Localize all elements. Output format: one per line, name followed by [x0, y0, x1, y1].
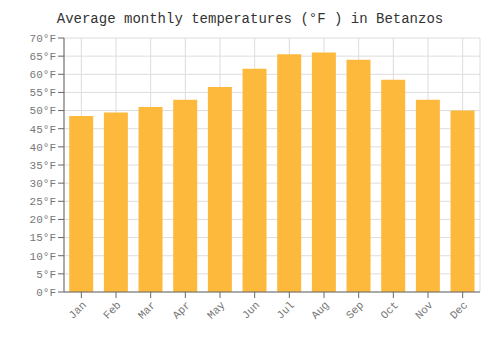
- svg-text:35°F: 35°F: [30, 160, 56, 172]
- svg-text:Mar: Mar: [136, 299, 158, 321]
- svg-text:Nov: Nov: [413, 299, 436, 322]
- svg-text:15°F: 15°F: [30, 232, 56, 244]
- svg-text:70°F: 70°F: [30, 33, 56, 45]
- svg-text:Dec: Dec: [448, 299, 470, 321]
- svg-text:40°F: 40°F: [30, 142, 56, 154]
- svg-text:Sep: Sep: [344, 299, 366, 321]
- svg-text:65°F: 65°F: [30, 51, 56, 63]
- svg-text:0°F: 0°F: [36, 287, 56, 299]
- html-text:Average monthly temperatures (: Average monthly temperatures (°F ) in Be…: [56, 11, 444, 27]
- svg-text:30°F: 30°F: [30, 178, 56, 190]
- svg-text:Feb: Feb: [101, 299, 123, 321]
- svg-text:45°F: 45°F: [30, 124, 56, 136]
- svg-text:Jun: Jun: [240, 299, 262, 321]
- svg-text:Jul: Jul: [274, 299, 296, 321]
- svg-text:5°F: 5°F: [36, 269, 56, 281]
- svg-text:10°F: 10°F: [30, 251, 56, 263]
- svg-text:60°F: 60°F: [30, 69, 56, 81]
- svg-text:20°F: 20°F: [30, 214, 56, 226]
- svg-text:55°F: 55°F: [30, 87, 56, 99]
- svg-text:50°F: 50°F: [30, 105, 56, 117]
- svg-text:Aug: Aug: [309, 299, 331, 321]
- svg-text:May: May: [205, 299, 228, 322]
- svg-text:Apr: Apr: [170, 299, 192, 321]
- svg-text:Jan: Jan: [66, 299, 88, 321]
- svg-text:25°F: 25°F: [30, 196, 56, 208]
- svg-text:Oct: Oct: [378, 299, 400, 321]
